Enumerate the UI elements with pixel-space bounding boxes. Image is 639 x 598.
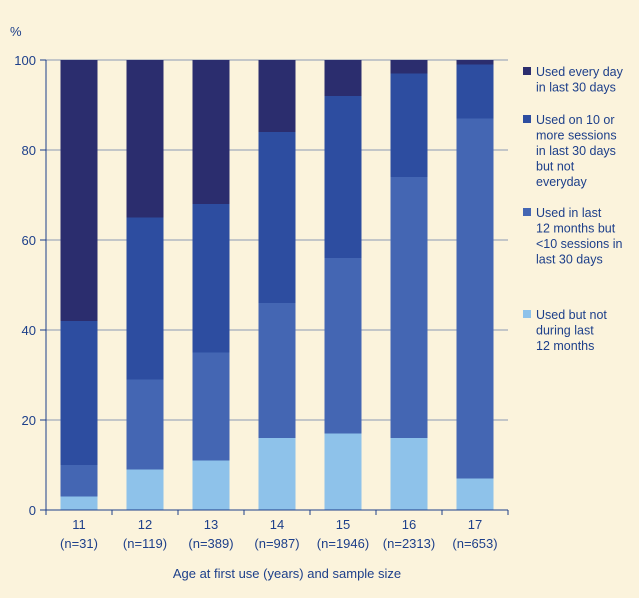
legend-label: more sessions: [536, 129, 617, 143]
legend-label: 12 months but: [536, 222, 616, 236]
legend-label: everyday: [536, 175, 587, 189]
legend: Used every day in last 30 days Used on 10 …: [523, 65, 624, 353]
bar-segment: [258, 303, 296, 438]
legend-swatch: [523, 115, 531, 123]
x-tick-sample-size: (n=653): [452, 536, 497, 551]
bar-segment: [60, 321, 98, 465]
y-tick-label: 100: [14, 53, 36, 68]
bar-segment: [456, 64, 494, 119]
legend-label: in last 30 days: [536, 81, 616, 95]
bar-segment: [390, 73, 428, 177]
bar-segment: [258, 438, 296, 510]
bar-segment: [126, 60, 164, 218]
y-tick-label: 60: [22, 233, 36, 248]
bar-segment: [60, 465, 98, 497]
x-tick-label: 16: [402, 517, 416, 532]
bar-segment: [456, 60, 494, 65]
bar-segment: [60, 60, 98, 321]
bar-segment: [456, 118, 494, 479]
x-tick-sample-size: (n=1946): [317, 536, 369, 551]
bar-segment: [126, 469, 164, 510]
y-tick-label: 20: [22, 413, 36, 428]
legend-label: 12 months: [536, 339, 594, 353]
x-tick-sample-size: (n=119): [123, 536, 167, 551]
y-tick-label: 80: [22, 143, 36, 158]
bar-segment: [390, 177, 428, 438]
legend-swatch: [523, 310, 531, 318]
legend-label: <10 sessions in: [536, 237, 623, 251]
x-tick-label: 14: [270, 517, 284, 532]
bars: [60, 60, 494, 510]
x-tick-label: 17: [468, 517, 482, 532]
legend-swatch: [523, 67, 531, 75]
bar-segment: [192, 60, 230, 204]
legend-label: but not: [536, 160, 575, 174]
x-axis-title: Age at first use (years) and sample size: [173, 566, 401, 581]
bar-segment: [258, 60, 296, 132]
legend-label: Used every day: [536, 65, 624, 79]
bar-segment: [324, 60, 362, 96]
legend-label: Used on 10 or: [536, 113, 615, 127]
x-tick-label: 13: [204, 517, 218, 532]
bar-segment: [126, 217, 164, 380]
x-tick-sample-size: (n=2313): [383, 536, 435, 551]
legend-swatch: [523, 208, 531, 216]
x-tick-label: 15: [336, 517, 350, 532]
legend-label: in last 30 days: [536, 144, 616, 158]
bar-segment: [192, 460, 230, 510]
legend-label: last 30 days: [536, 253, 603, 267]
bar-segment: [60, 496, 98, 510]
bar-segment: [324, 96, 362, 258]
x-tick-label: 11: [72, 517, 86, 532]
bar-segment: [126, 379, 164, 470]
x-tick-sample-size: (n=31): [60, 536, 98, 551]
bar-segment: [390, 60, 428, 74]
legend-label: during last: [536, 324, 594, 338]
y-tick-label: 40: [22, 323, 36, 338]
bar-segment: [192, 352, 230, 461]
bar-segment: [192, 204, 230, 353]
x-tick-label: 12: [138, 517, 152, 532]
legend-label: Used in last: [536, 206, 602, 220]
bar-segment: [258, 132, 296, 303]
x-tick-sample-size: (n=987): [254, 536, 299, 551]
legend-label: Used but not: [536, 308, 607, 322]
bar-segment: [324, 433, 362, 510]
y-tick-label: 0: [29, 503, 36, 518]
bar-segment: [324, 258, 362, 434]
axes: 0 20 40 60 80 100 11 (n=31) 12 (n=119) 13 (n=389) 14…: [14, 53, 509, 551]
y-axis-unit-label: %: [10, 24, 22, 39]
bar-segment: [456, 478, 494, 510]
bar-segment: [390, 438, 428, 510]
x-tick-sample-size: (n=389): [188, 536, 233, 551]
